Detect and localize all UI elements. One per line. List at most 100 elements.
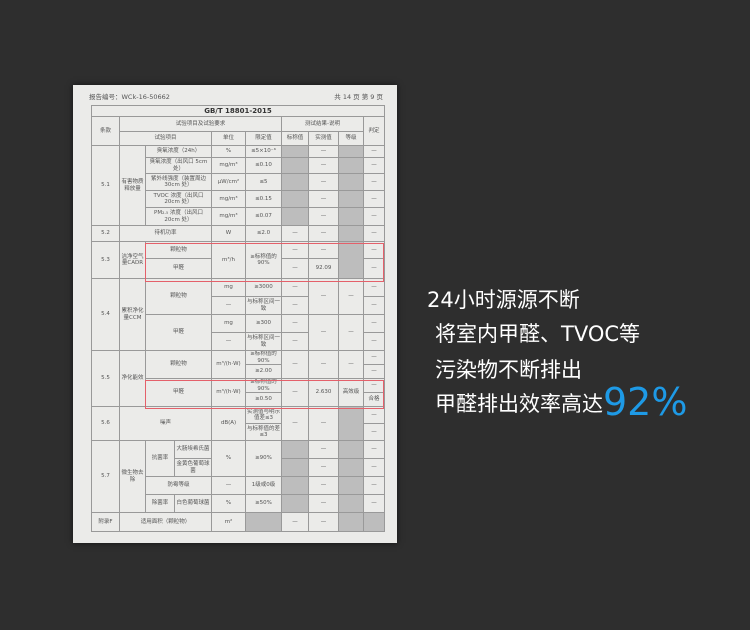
table-cell: 5.4 xyxy=(91,278,120,351)
header-cell: 条款 xyxy=(91,116,120,146)
table-cell: — xyxy=(363,296,385,315)
table-cell: — xyxy=(211,296,246,315)
table-row: 金黄色葡萄球菌 — — xyxy=(92,458,385,477)
table-cell: — xyxy=(308,314,339,351)
table-cell: — xyxy=(363,225,385,242)
table-cell: — xyxy=(308,145,339,158)
table-cell: — xyxy=(308,350,339,379)
header-cell: 等级 xyxy=(338,131,364,146)
shaded-cell xyxy=(281,190,309,208)
table-cell: % xyxy=(211,440,246,477)
table-row: 5.2 待机功率 W ≤2.0— — — xyxy=(91,225,385,242)
table-cell: — xyxy=(363,332,385,351)
highlight-box-cadr xyxy=(145,243,384,282)
table-cell: 5.1 xyxy=(91,145,120,226)
table-cell: mg/m³ xyxy=(211,157,246,174)
header-cell: 测试结果-说明 xyxy=(281,116,364,132)
table-cell: — xyxy=(363,157,385,174)
header-cell: 限定值 xyxy=(245,131,282,146)
table-cell: PM₂.₅ 浓度（出风口 20cm 处） xyxy=(145,207,212,226)
shaded-cell xyxy=(338,173,364,191)
table-cell: — xyxy=(281,225,309,242)
table-cell: 累积净化量CCM xyxy=(119,278,146,351)
table-cell: — xyxy=(281,332,309,351)
table-cell: — xyxy=(363,350,385,365)
table-cell: 洁净空气量CADR xyxy=(119,241,146,279)
table-cell: 与标称值的差≤3 xyxy=(245,423,282,441)
table-cell: 甲醛 xyxy=(145,378,212,407)
table-cell: 与标称区间一致 xyxy=(245,296,282,315)
shaded-cell xyxy=(281,494,309,513)
table-cell: — xyxy=(363,476,385,495)
table-cell: 防霉等级 xyxy=(145,476,212,495)
table-cell: 噪声 xyxy=(119,406,212,441)
table-cell: 净化能效 xyxy=(119,350,146,407)
table-row: 防霉等级 —1级或0级 — — xyxy=(92,476,385,495)
table-cell: 臭氧浓度（出风口 5cm 处） xyxy=(145,157,212,174)
table-cell: 甲醛 xyxy=(145,314,212,351)
table-cell: 臭氧浓度（24h） xyxy=(145,145,212,158)
report-number: 报告编号：WCk-16-50662 xyxy=(89,93,170,101)
table-cell: 1级或0级 xyxy=(245,476,282,495)
table-row: ≥0.50 合格 xyxy=(92,392,385,407)
table-cell: mg/m³ xyxy=(211,190,246,208)
table-cell: ≥0.50 xyxy=(245,392,282,407)
table-cell: TVOC 浓度（出风口 20cm 处） xyxy=(145,190,212,208)
table-cell: 与标称区间一致 xyxy=(245,332,282,351)
table-cell: W xyxy=(211,225,246,242)
shaded-cell xyxy=(363,512,385,532)
table-row: 附录F 适用面积（颗粒物） m² — — xyxy=(91,512,385,532)
shaded-cell xyxy=(338,440,364,459)
table-cell: 金黄色葡萄球菌 xyxy=(174,458,212,477)
table-cell: ≤0.15 xyxy=(245,190,282,208)
page-info: 共 14 页 第 9 页 xyxy=(334,93,383,101)
table-cell: ≤2.0 xyxy=(245,225,282,242)
shaded-cell xyxy=(338,190,364,208)
table-cell: — xyxy=(363,440,385,459)
shaded-cell xyxy=(338,145,364,158)
table-cell: — xyxy=(363,241,385,259)
efficiency-percentage: 92% xyxy=(603,380,688,424)
table-row: 5.6 噪声 dB(A) 实测值与明示值差≤3— — — xyxy=(91,406,385,441)
table-cell: ≥300 xyxy=(245,314,282,333)
shaded-cell xyxy=(281,173,309,191)
table-cell: 白色葡萄球菌 xyxy=(174,494,212,513)
table-cell: 附录F xyxy=(91,512,120,532)
table-cell: — xyxy=(308,157,339,174)
shaded-cell xyxy=(338,458,364,477)
header-cell: 单位 xyxy=(211,131,246,146)
table-row: 5.4 累积净化量CCM 颗粒物 mg ≥3000— — — — xyxy=(91,278,385,351)
table-cell: 5.6 xyxy=(91,406,120,441)
table-cell: — xyxy=(363,314,385,333)
highlight-box-formaldehyde-efficiency xyxy=(145,380,384,409)
shaded-cell xyxy=(245,512,282,532)
header-cell: 判定 xyxy=(363,116,385,146)
table-cell: μW/cm² xyxy=(211,173,246,191)
table-cell: ≤0.10 xyxy=(245,157,282,174)
table-cell: ≤5 xyxy=(245,173,282,191)
table-cell: — xyxy=(363,190,385,208)
table-cell: ≥2.00 xyxy=(245,364,282,379)
table-row: TVOC 浓度（出风口 20cm 处） mg/m³ ≤0.15 — — xyxy=(92,190,385,208)
table-cell: 颗粒物 xyxy=(145,350,212,379)
promo-line-4-text: 甲醛排出效率高达 xyxy=(435,392,603,416)
table-cell: 5.7 xyxy=(91,440,120,513)
table-cell: — xyxy=(338,278,364,315)
table-cell: — xyxy=(211,332,246,351)
table-row: 臭氧浓度（出风口 5cm 处） mg/m³ ≤0.10 — — xyxy=(92,157,385,174)
table-cell: — xyxy=(308,476,339,495)
table-cell: — xyxy=(281,350,309,379)
table-row: 5.1 有害物质释放量 臭氧浓度（24h）% ≤5×10⁻⁶ — — xyxy=(91,145,385,226)
table-cell: — xyxy=(308,207,339,226)
table-cell: — xyxy=(308,494,339,513)
promo-line-1: 24小时源源不断 xyxy=(427,288,580,312)
test-results-table: GB/T 18801-2015 条款 试验项目及试验要求 测试结果-说明 判定 试验项目单… xyxy=(91,105,385,532)
table-cell: m² xyxy=(211,512,246,532)
header-cell: 试验项目 xyxy=(119,131,212,146)
shaded-cell xyxy=(281,157,309,174)
table-cell: ≥90% xyxy=(245,440,282,477)
table-cell: — xyxy=(281,314,309,333)
table-cell: — xyxy=(281,296,309,315)
table-header-row: 试验项目 单位 限定值 标称值 实测值 等级 xyxy=(92,131,385,146)
table-cell: — xyxy=(211,476,246,495)
